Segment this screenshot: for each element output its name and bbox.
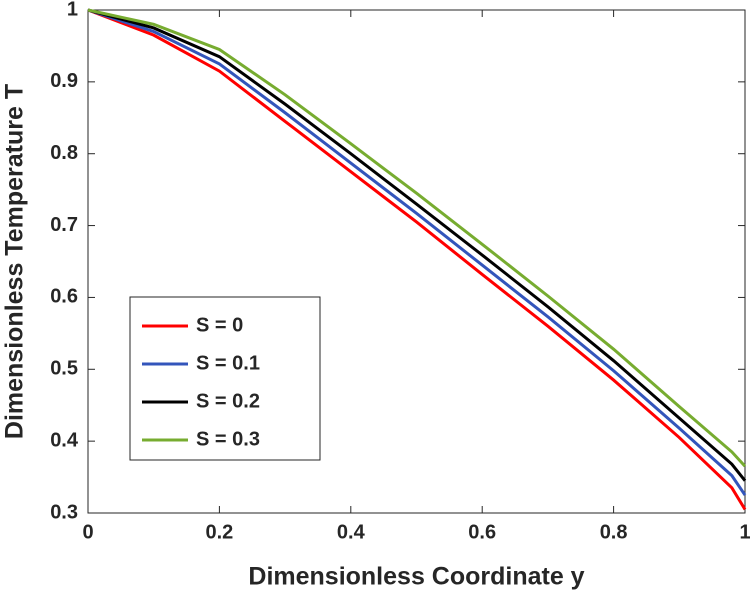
- legend-label: S = 0.2: [196, 390, 260, 412]
- y-tick-label: 0.6: [50, 286, 78, 308]
- line-series: [87, 8, 747, 482]
- x-axis-label: Dimensionless Coordinate y: [248, 563, 584, 591]
- x-tick-label: 1: [739, 521, 750, 543]
- line-series: [87, 8, 747, 468]
- x-tick-label: 0.4: [337, 521, 366, 543]
- y-tick-label: 0.3: [50, 501, 78, 523]
- legend: [129, 296, 321, 461]
- legend-label: S = 0: [196, 314, 243, 336]
- legend-label: S = 0.3: [196, 428, 260, 450]
- x-tick-label: 0.2: [205, 521, 233, 543]
- y-tick-label: 0.5: [50, 358, 78, 380]
- y-tick-label: 0.7: [50, 214, 78, 236]
- x-tick-label: 0: [82, 521, 93, 543]
- y-tick-label: 1: [67, 0, 78, 20]
- line-series: [87, 8, 747, 496]
- legend-label: S = 0.1: [196, 352, 260, 374]
- y-tick-label: 0.8: [50, 142, 78, 164]
- x-tick-label: 0.6: [468, 521, 496, 543]
- y-tick-label: 0.9: [50, 70, 78, 92]
- y-axis-label: Dimensionless Temperature T: [1, 84, 29, 439]
- line-series: [87, 8, 747, 511]
- y-tick-label: 0.4: [50, 429, 79, 451]
- x-tick-label: 0.8: [600, 521, 628, 543]
